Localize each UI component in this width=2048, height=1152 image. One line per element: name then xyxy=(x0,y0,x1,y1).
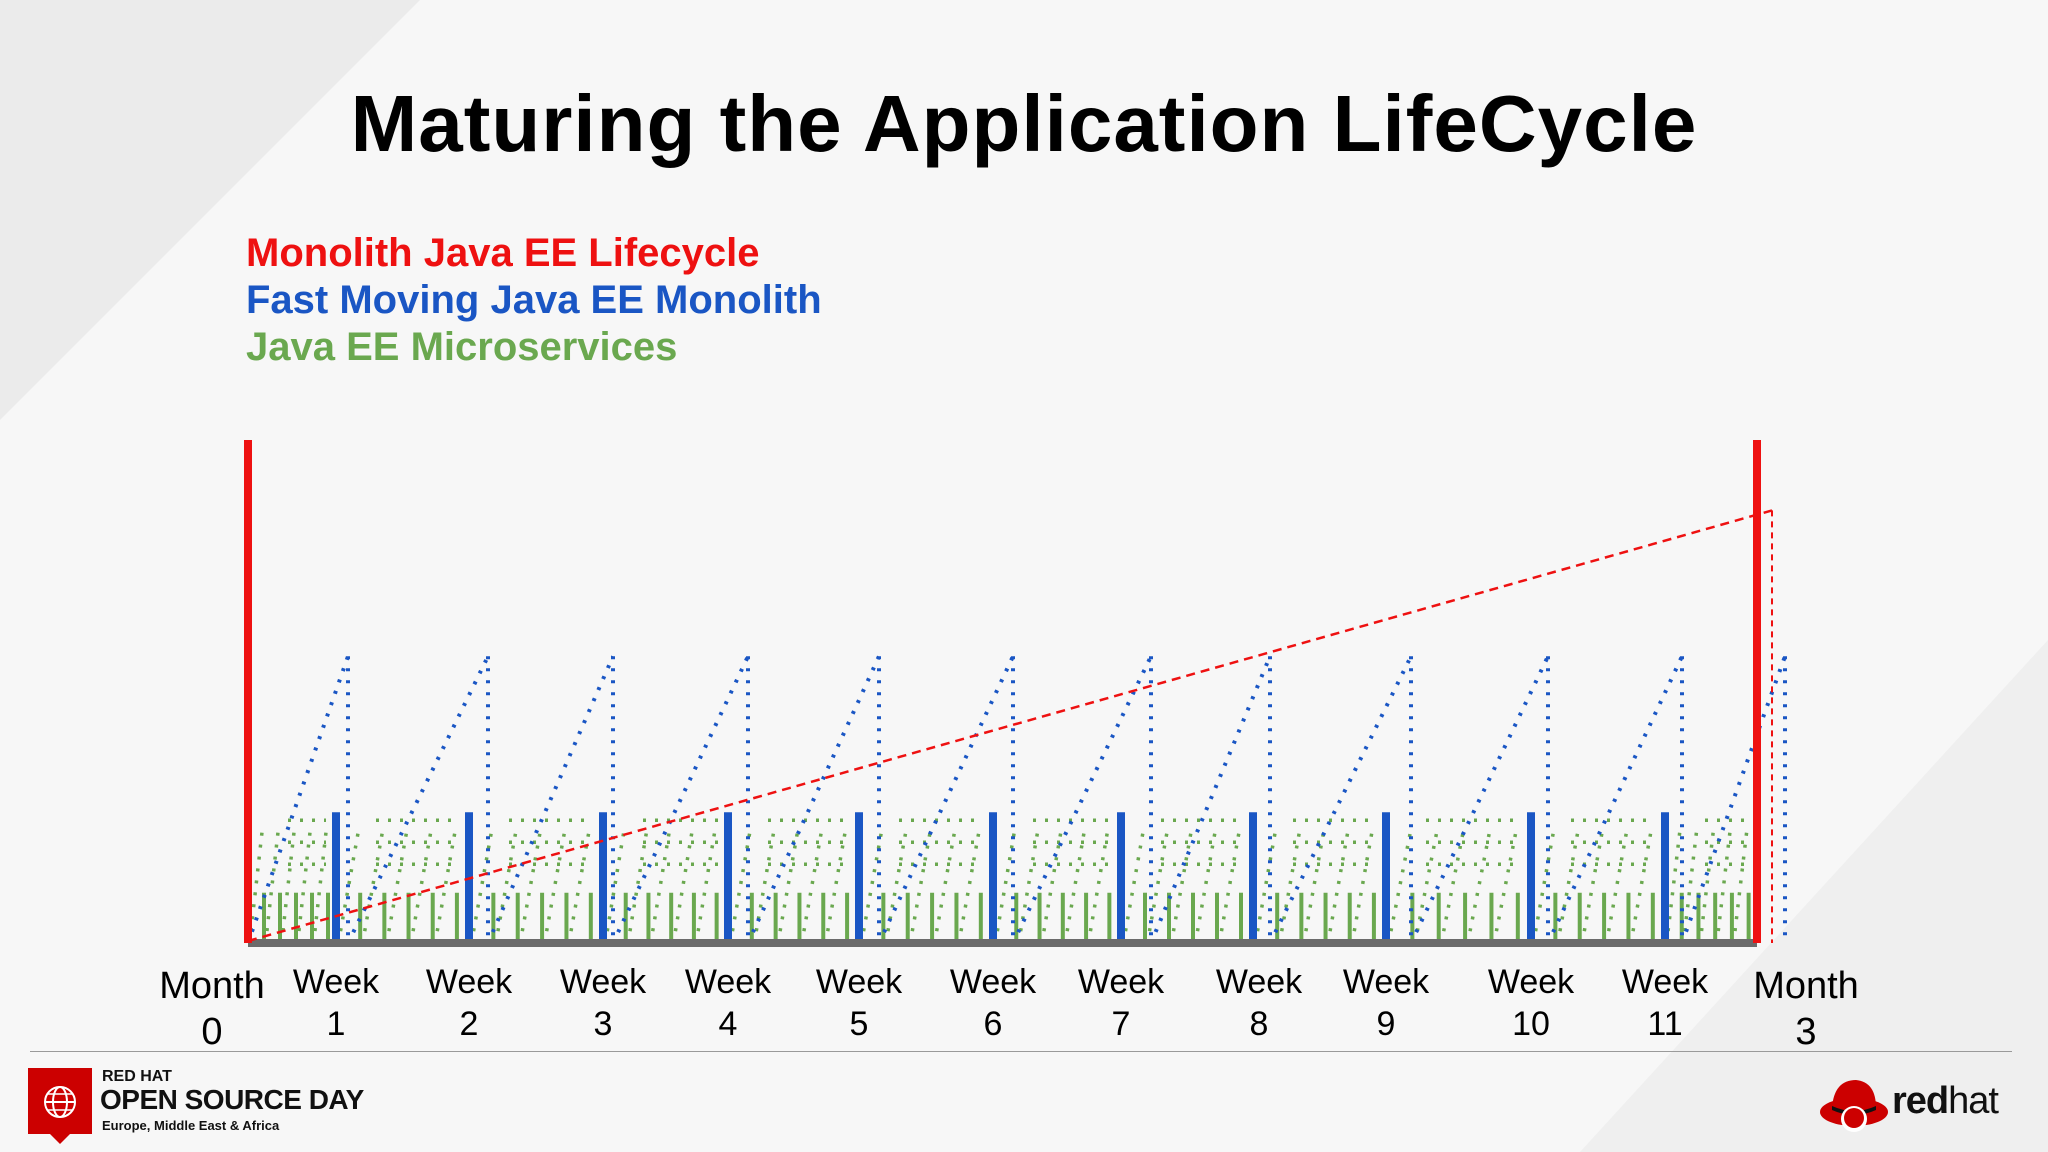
microservice-ramp xyxy=(1121,831,1145,944)
microservice-ramp xyxy=(1698,832,1715,944)
chart-legend: Monolith Java EE Lifecycle Fast Moving J… xyxy=(246,230,822,371)
microservice-ramp xyxy=(542,831,567,944)
fast-monolith-ramp xyxy=(1409,655,1550,944)
fast-monolith-ramp xyxy=(1680,655,1787,944)
microservice-ramp xyxy=(1063,831,1086,944)
x-tick-label: 2 xyxy=(460,1005,479,1043)
microservice-ramp xyxy=(1604,831,1629,944)
x-tick-label: 1 xyxy=(327,1005,346,1043)
microservice-ramp xyxy=(1386,831,1413,944)
globe-icon xyxy=(44,1086,76,1118)
microservice-ramp xyxy=(1466,831,1492,944)
fast-monolith-ramp xyxy=(877,655,1015,944)
microservice-ramp xyxy=(279,832,296,944)
microservice-ramp xyxy=(908,831,932,944)
brand-bold: red xyxy=(1892,1080,1949,1122)
fast-monolith-ramp xyxy=(1268,655,1413,944)
x-tick-label: Week xyxy=(816,963,903,1001)
x-tick-label: Week xyxy=(1488,963,1575,1001)
microservice-ramp xyxy=(409,831,433,944)
x-tick-label: Week xyxy=(1078,963,1165,1001)
redhat-hat-icon xyxy=(1820,1080,1888,1132)
microservice-ramp xyxy=(1086,831,1110,944)
microservice-ramp xyxy=(1531,831,1556,944)
x-tick-label: 9 xyxy=(1377,1005,1396,1043)
microservice-ramp xyxy=(1580,831,1604,944)
microservice-ramp xyxy=(1629,831,1653,944)
microservice-ramp xyxy=(957,831,981,944)
event-line1: RED HAT xyxy=(102,1068,172,1085)
x-tick-label: 8 xyxy=(1250,1005,1269,1043)
x-tick-label: Week xyxy=(293,963,380,1001)
legend-item-fast-monolith: Fast Moving Java EE Monolith xyxy=(246,278,822,322)
slide-title: Maturing the Application LifeCycle xyxy=(350,79,1698,168)
event-line2: OPEN SOURCE DAY xyxy=(100,1084,364,1115)
x-tick-label: Week xyxy=(426,963,513,1001)
footer-divider xyxy=(30,1051,2012,1052)
legend-item-microservices: Java EE Microservices xyxy=(246,325,678,369)
microservice-ramp xyxy=(263,832,280,944)
redhat-logo: redhat xyxy=(1818,1068,2018,1134)
x-tick-label: Week xyxy=(1622,963,1709,1001)
x-tick-label: 4 xyxy=(719,1005,738,1043)
lifecycle-chart: Month0Week1Week2Week3Week4Week5Week6Week… xyxy=(159,440,1859,1052)
fast-monolith-ramp xyxy=(611,655,750,944)
redhat-wordmark: redhat xyxy=(1892,1080,1999,1123)
microservice-ramp xyxy=(1302,831,1326,944)
x-tick-label: Week xyxy=(685,963,772,1001)
x-tick-label: 10 xyxy=(1512,1005,1550,1043)
event-logo: RED HAT OPEN SOURCE DAY Europe, Middle E… xyxy=(28,1064,368,1144)
x-tick-label: 7 xyxy=(1112,1005,1131,1043)
fast-monolith-ramp xyxy=(746,655,881,944)
microservice-ramp xyxy=(776,831,800,944)
microservice-ramp xyxy=(385,831,409,944)
legend-item-monolith: Monolith Java EE Lifecycle xyxy=(246,231,760,275)
x-tick-label: Week xyxy=(950,963,1037,1001)
x-tick-label: 0 xyxy=(201,1011,222,1052)
x-tick-label: Week xyxy=(1343,963,1430,1001)
microservice-ramp xyxy=(932,831,957,944)
microservice-ramp xyxy=(1016,831,1040,944)
fast-monolith-ramp xyxy=(246,655,350,944)
monolith-ramp xyxy=(247,509,1773,943)
microservice-ramp xyxy=(1350,831,1374,944)
x-tick-label: Month xyxy=(159,965,265,1007)
microservice-ramp xyxy=(1193,831,1217,944)
microservice-ramp xyxy=(1492,831,1518,944)
event-line3: Europe, Middle East & Africa xyxy=(102,1118,280,1133)
microservice-ramp xyxy=(1253,831,1277,944)
microservice-ramp xyxy=(1715,832,1732,944)
event-badge xyxy=(28,1068,92,1144)
microservice-ramp xyxy=(1439,831,1465,944)
microservice-ramp xyxy=(671,831,694,944)
microservice-ramp xyxy=(1413,831,1439,944)
x-tick-label: Week xyxy=(560,963,647,1001)
microservice-ramp xyxy=(1731,832,1749,944)
x-tick-label: 6 xyxy=(984,1005,1003,1043)
fast-monolith-ramp xyxy=(346,655,490,944)
microservice-ramp xyxy=(823,831,847,944)
microservice-ramp xyxy=(752,831,776,944)
fast-monolith-ramp xyxy=(1546,655,1684,944)
microservice-ramp xyxy=(311,832,328,944)
microservice-ramp xyxy=(649,831,671,944)
x-tick-label: Week xyxy=(1216,963,1303,1001)
microservice-ramp xyxy=(800,831,823,944)
x-tick-label: 11 xyxy=(1647,1005,1682,1043)
x-tick-label: Month xyxy=(1753,965,1859,1007)
microservice-ramp xyxy=(1326,831,1350,944)
microservice-ramp xyxy=(1217,831,1241,944)
microservice-ramp xyxy=(1681,832,1699,944)
microservice-ramp xyxy=(694,831,717,944)
microservice-ramp xyxy=(518,831,542,944)
x-tick-label: 3 xyxy=(594,1005,613,1043)
microservice-ramp xyxy=(360,831,385,944)
x-tick-label: 5 xyxy=(850,1005,869,1043)
x-tick-label: 3 xyxy=(1795,1011,1816,1052)
microservice-ramp xyxy=(1040,831,1063,944)
fast-monolith-ramp xyxy=(1011,655,1153,944)
fast-monolith-ramp xyxy=(486,655,615,944)
brand-light: hat xyxy=(1948,1080,1999,1122)
